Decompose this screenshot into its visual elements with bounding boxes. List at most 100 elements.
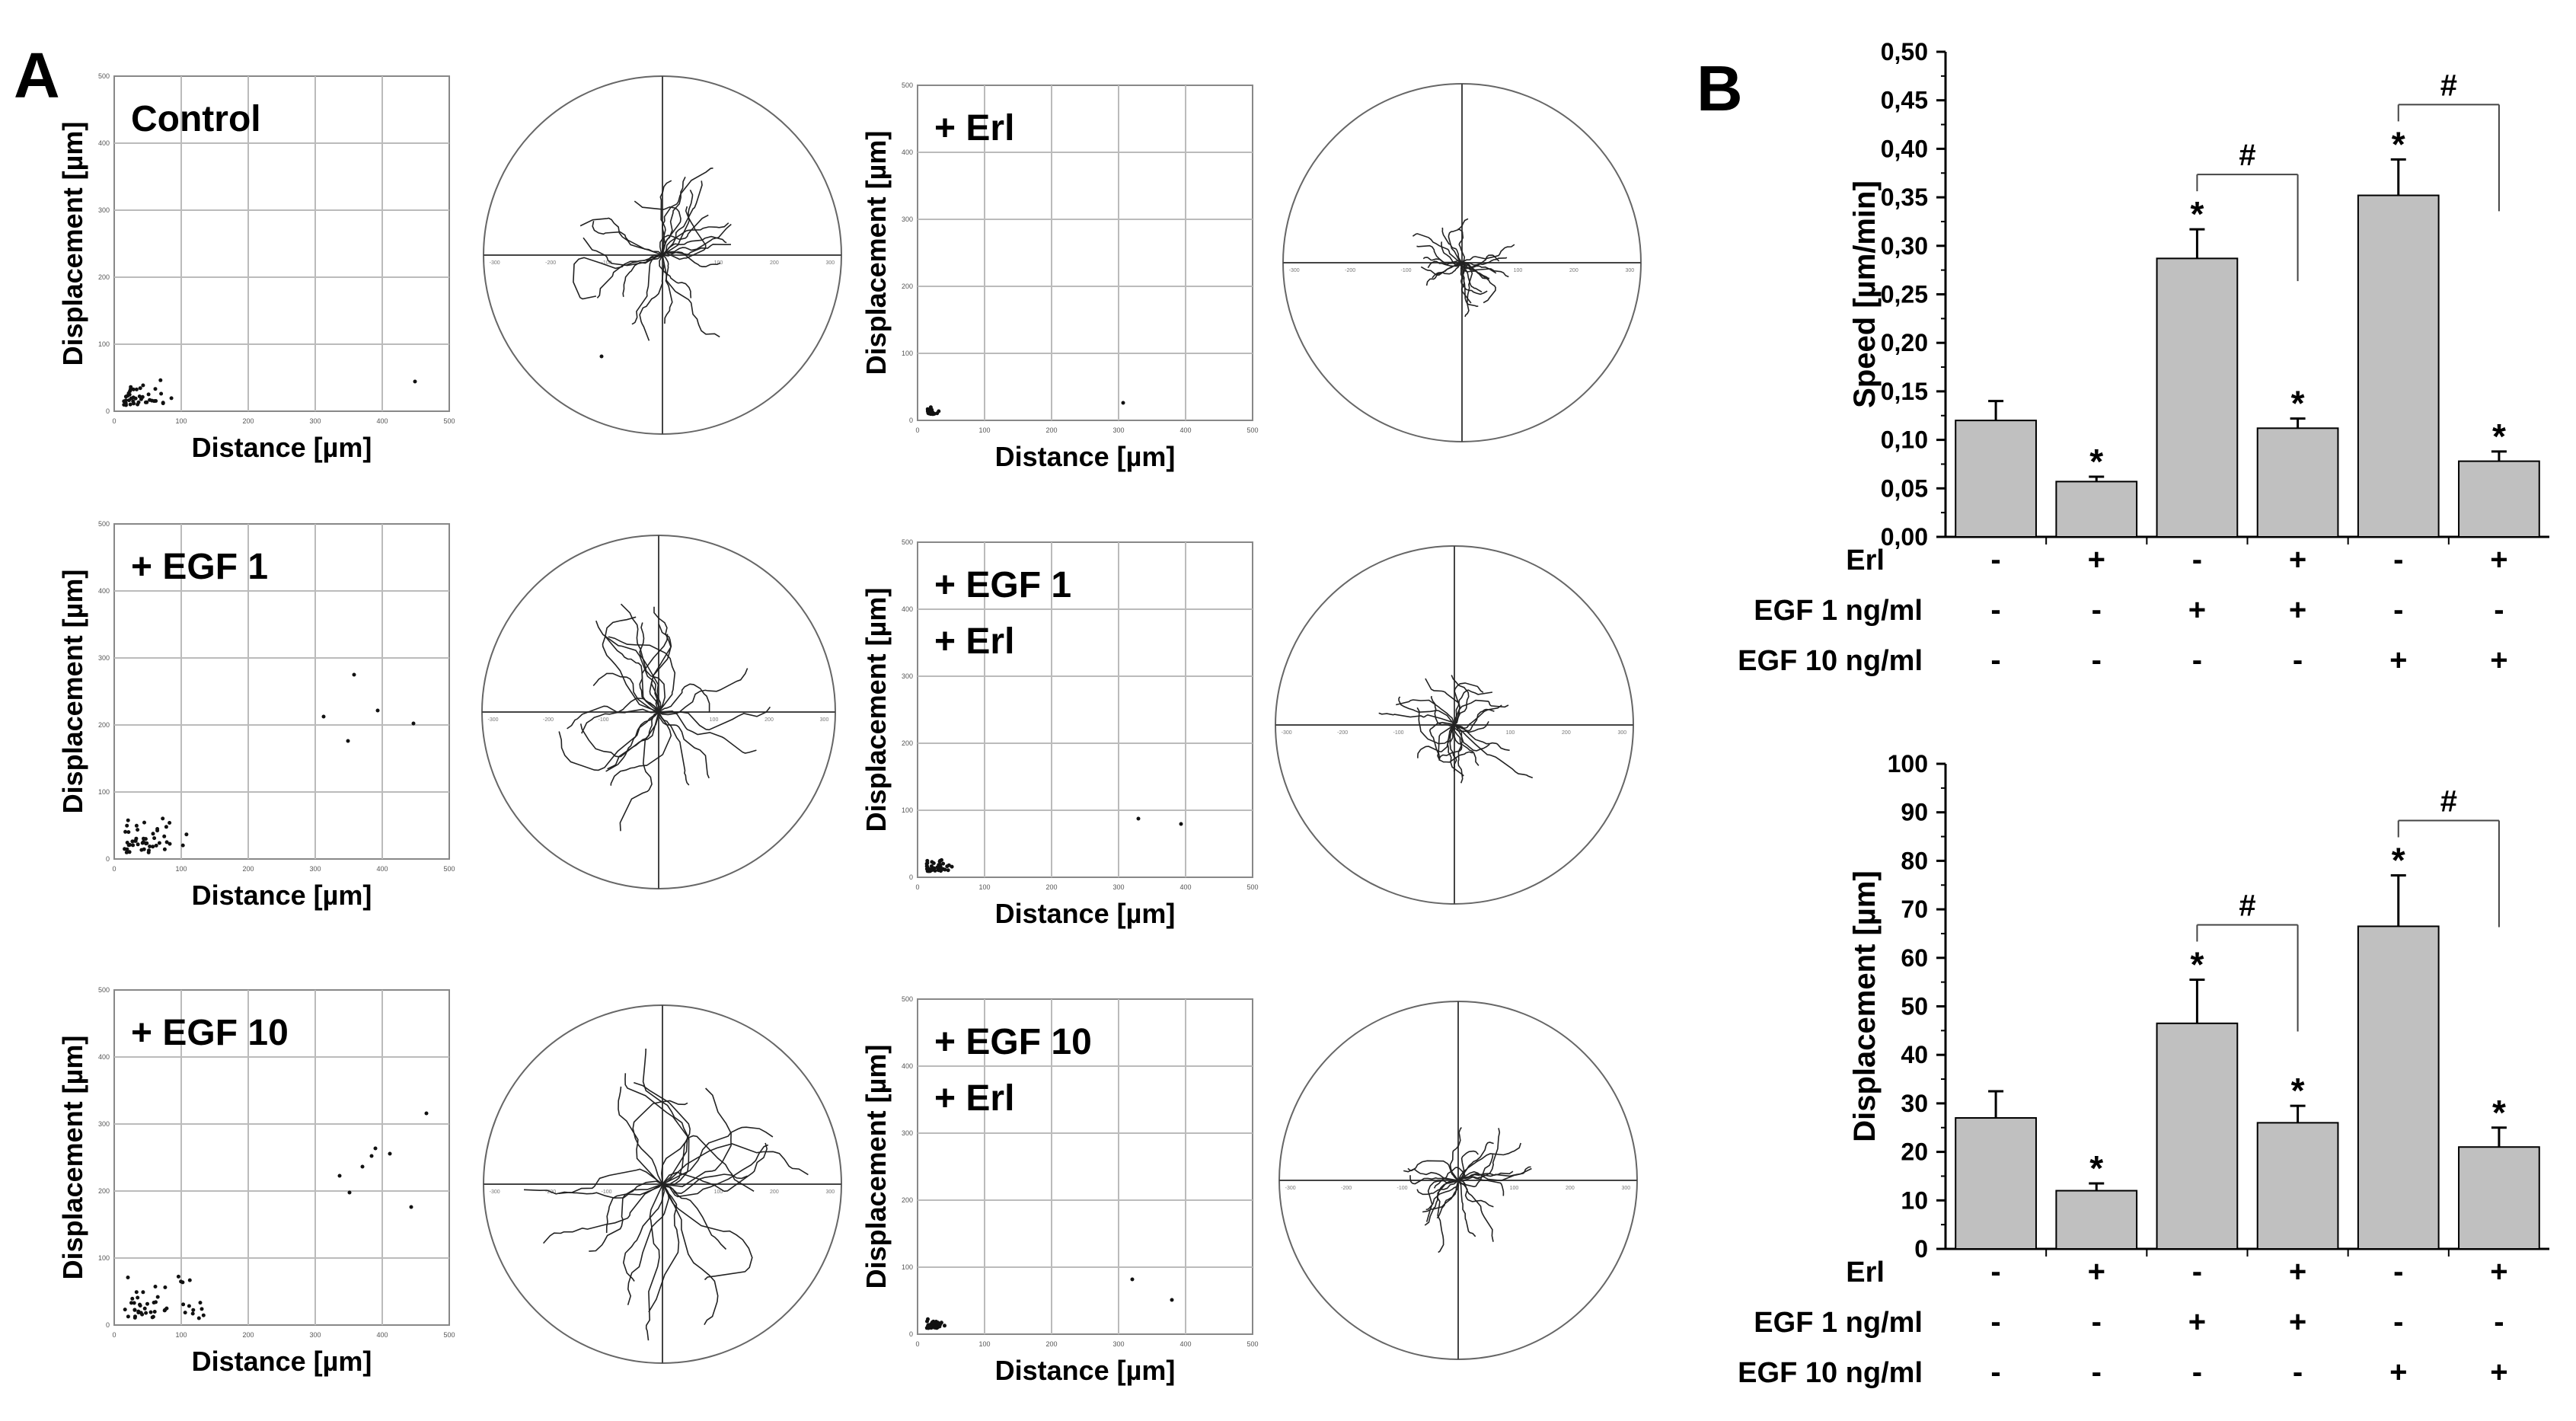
treatment-sign: - <box>2393 543 2403 576</box>
data-point <box>126 394 129 398</box>
data-point <box>201 1313 206 1317</box>
y-tick-label: 0,05 <box>1881 474 1928 502</box>
spider-tick: 100 <box>1506 730 1515 736</box>
treatment-row-label: EGF 1 ng/ml <box>1754 595 1923 627</box>
y-tick-label: 0,10 <box>1881 426 1928 454</box>
data-point <box>140 1312 145 1317</box>
cell-track <box>632 1100 688 1185</box>
treatment-sign: - <box>1990 593 2000 627</box>
cell-track <box>1427 260 1463 269</box>
comparison-symbol: # <box>2239 889 2255 922</box>
spider-tick: -300 <box>1282 730 1292 736</box>
data-point <box>138 386 142 391</box>
data-point <box>168 821 172 825</box>
significance-marker: * <box>2089 1148 2103 1188</box>
condition-panel: 00 100 100 200 200 300 300 400 400 500 500 + EGF 10… <box>860 995 1638 1386</box>
cell-track <box>1457 1170 1514 1181</box>
data-point <box>187 1278 192 1282</box>
scatter-plot: 00 100 100 200 200 300 300 400 400 500 500 <box>902 538 1259 891</box>
cell-track <box>558 1183 663 1199</box>
cell-track <box>1425 678 1461 726</box>
data-point <box>125 841 129 845</box>
significance-marker: * <box>2492 1093 2506 1132</box>
x-axis-label: Distance [µm] <box>995 1355 1176 1386</box>
data-point <box>129 1301 133 1305</box>
data-point <box>126 1276 130 1279</box>
treatment-row-label: EGF 1 ng/ml <box>1754 1307 1923 1339</box>
x-tick-label: 500 <box>443 417 455 425</box>
cell-track <box>645 1183 663 1341</box>
x-tick-label: 500 <box>443 865 455 873</box>
cell-track <box>1441 227 1463 263</box>
y-tick-label: 0 <box>106 407 110 415</box>
speed-bar-chart: 0,00 0,05 0,10 0,15 0,20 0,25 0,30 0,35 0,40 0,45… <box>1738 38 2549 677</box>
y-tick-label: 100 <box>902 350 913 357</box>
cell-track <box>658 668 749 714</box>
data-point <box>134 836 139 841</box>
bar <box>2256 427 2339 538</box>
cell-track <box>648 1183 680 1313</box>
data-point <box>937 863 941 867</box>
scatter-frame <box>113 523 450 860</box>
spider-tick: 100 <box>714 260 723 266</box>
condition-label: + EGF 10 <box>934 1022 1092 1062</box>
data-point <box>352 672 356 677</box>
cell-track <box>1454 708 1495 732</box>
cell-track <box>610 711 672 786</box>
data-point <box>125 823 129 828</box>
data-point <box>321 714 326 719</box>
cell-track <box>605 711 659 772</box>
treatment-sign: - <box>2092 1356 2102 1389</box>
data-point <box>200 1307 204 1311</box>
y-axis-label: Displacement [µm] <box>860 1045 892 1289</box>
y-axis-label: Displacement [µm] <box>57 570 88 814</box>
y-tick-label: 200 <box>902 739 913 747</box>
treatment-sign: + <box>2389 643 2407 677</box>
scatter-frame <box>917 998 1253 1335</box>
data-point <box>136 402 140 407</box>
cell-track <box>1420 262 1463 276</box>
x-tick-label: 100 <box>175 1331 187 1339</box>
cell-track <box>1461 262 1479 308</box>
y-tick-label: 400 <box>98 587 110 595</box>
cell-track <box>543 1183 663 1244</box>
y-tick-label: 200 <box>98 721 110 729</box>
data-point <box>162 847 167 851</box>
data-point <box>196 1316 201 1320</box>
y-tick-label: 0,15 <box>1881 378 1928 405</box>
treatment-sign: + <box>2188 593 2206 627</box>
data-point <box>129 396 133 401</box>
cell-track <box>620 603 666 713</box>
data-point <box>191 1308 196 1312</box>
data-point <box>127 850 132 854</box>
condition-label: + EGF 10 <box>131 1013 289 1053</box>
bar <box>2357 925 2440 1250</box>
y-tick-label: 0 <box>909 1330 913 1338</box>
data-point <box>142 820 146 825</box>
scatter-frame <box>113 989 450 1326</box>
cell-track <box>1457 1166 1531 1182</box>
y-tick-label: 0,45 <box>1881 87 1928 114</box>
data-point <box>928 410 933 415</box>
spider-tick: -200 <box>1341 1186 1352 1191</box>
spider-tick: 200 <box>1562 730 1571 736</box>
spider-tick: -100 <box>602 260 612 266</box>
data-point <box>176 1274 180 1279</box>
cell-track <box>1454 720 1489 733</box>
y-tick-label: 70 <box>1901 896 1928 923</box>
cell-track <box>1430 695 1455 727</box>
treatment-sign: + <box>2490 543 2507 576</box>
data-point <box>926 866 930 870</box>
data-point <box>1121 401 1125 405</box>
data-point <box>157 841 161 845</box>
cell-track <box>1416 244 1463 263</box>
data-point <box>153 387 158 391</box>
cell-track <box>1461 261 1490 280</box>
x-axis-label: Distance [µm] <box>995 898 1176 929</box>
data-point <box>161 401 165 405</box>
cell-track <box>1432 262 1463 279</box>
cell-track <box>662 168 713 256</box>
data-point <box>925 858 930 863</box>
y-axis-label: Displacement [µm] <box>860 588 892 832</box>
data-point <box>126 1314 130 1319</box>
